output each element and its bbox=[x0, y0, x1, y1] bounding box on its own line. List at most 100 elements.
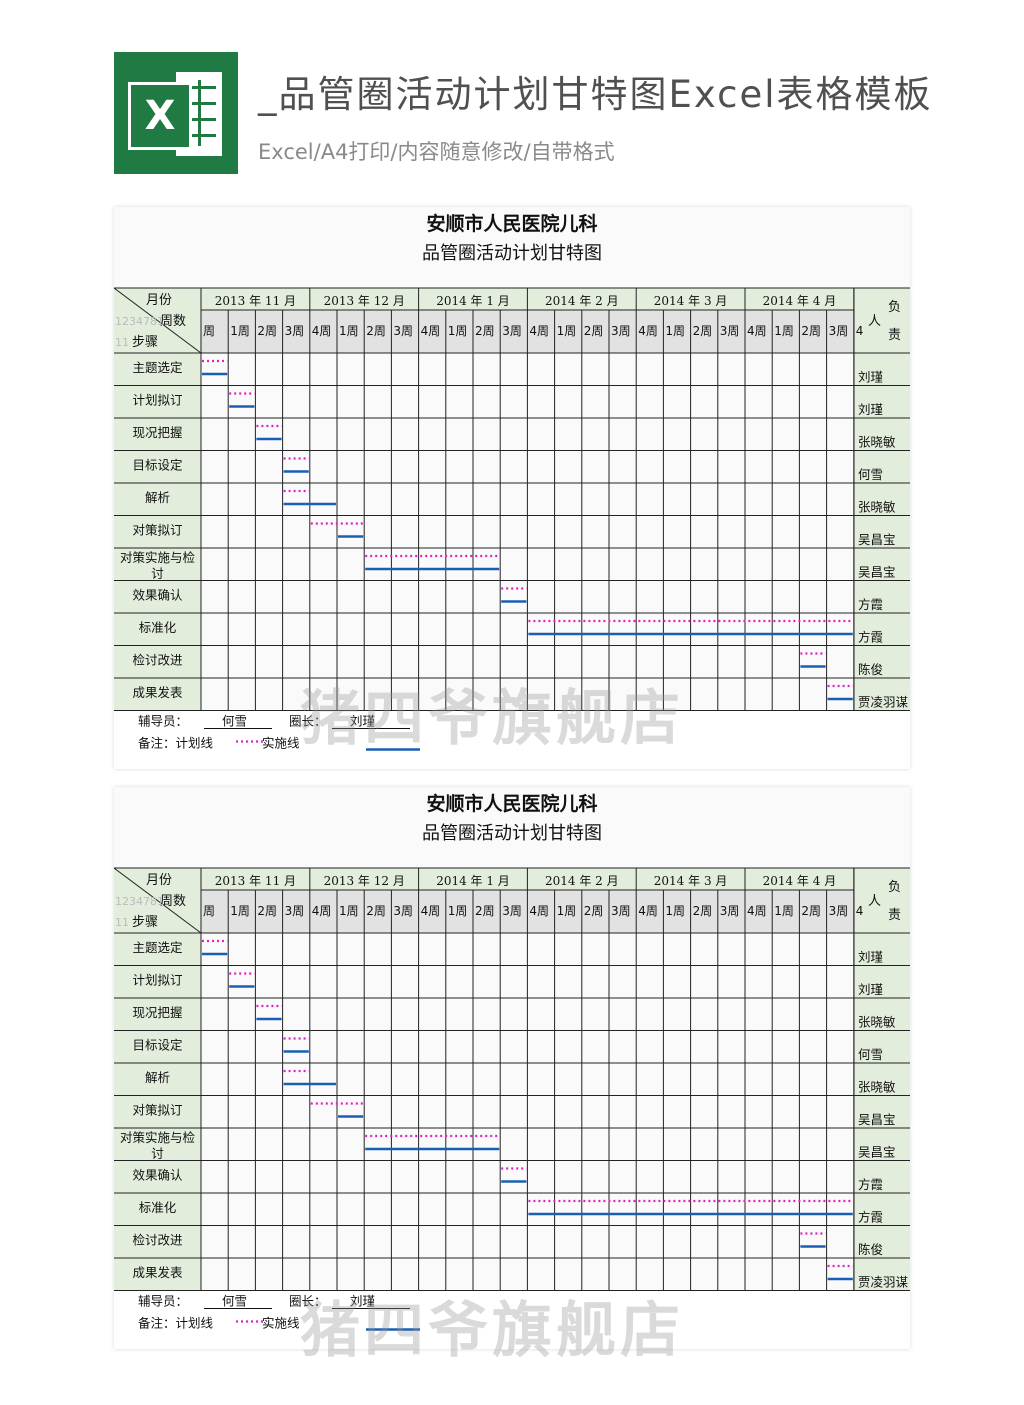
step-name: 主题选定 bbox=[132, 940, 182, 955]
month-label: 2013 年 11 月 bbox=[215, 874, 296, 888]
owner-name: 刘瑾 bbox=[858, 982, 883, 997]
week-label: 1周 bbox=[665, 324, 685, 338]
corner-faint: 11 bbox=[115, 916, 129, 929]
advisor-label: 辅导员： bbox=[138, 714, 188, 729]
page-subtitle: Excel/A4打印/内容随意修改/自带格式 bbox=[258, 140, 615, 164]
step-column-bg bbox=[114, 933, 201, 1291]
month-label: 2014 年 4 月 bbox=[763, 294, 837, 308]
corner-month: 月份 bbox=[146, 873, 172, 888]
week-label: 1周 bbox=[448, 324, 468, 338]
hospital-name: 安顺市人民医院儿科 bbox=[426, 793, 598, 815]
month-label: 2014 年 3 月 bbox=[654, 294, 728, 308]
owner-name: 方霞 bbox=[858, 1177, 883, 1192]
week-label: 1周 bbox=[339, 904, 359, 918]
watermark: 猪四爷旗舰店 bbox=[300, 1296, 684, 1366]
owner-name: 刘瑾 bbox=[858, 950, 883, 965]
step-name: 检讨改进 bbox=[132, 653, 183, 668]
note-label: 备注：计划线 bbox=[138, 1316, 214, 1331]
step-name: 效果确认 bbox=[132, 588, 183, 603]
owner-name: 吴昌宝 bbox=[858, 565, 896, 580]
week-label: 2周 bbox=[366, 904, 386, 918]
step-name: 计划拟订 bbox=[132, 393, 182, 408]
week-label: 3周 bbox=[502, 904, 522, 918]
step-name: 检讨改进 bbox=[132, 1233, 183, 1248]
gantt-sheet-1: 安顺市人民医院儿科 品管圈活动计划甘特图 月份 周数 步骤 1234781 11 2013… bbox=[114, 207, 910, 769]
week-label: 3周 bbox=[502, 324, 522, 338]
week-label: 2周 bbox=[693, 904, 713, 918]
week-label: 2周 bbox=[584, 324, 604, 338]
week-label: 1周 bbox=[230, 324, 250, 338]
month-label: 2014 年 1 月 bbox=[436, 874, 510, 888]
chart-title: 品管圈活动计划甘特图 bbox=[422, 823, 602, 844]
week-label: 1周 bbox=[774, 324, 794, 338]
chart-title: 品管圈活动计划甘特图 bbox=[422, 243, 602, 264]
leader-name: 刘瑾 bbox=[350, 1294, 375, 1309]
owner-name: 陈俊 bbox=[858, 662, 883, 677]
owner-name: 刘瑾 bbox=[858, 402, 883, 417]
month-label: 2014 年 3 月 bbox=[654, 874, 728, 888]
week-label: 4周 bbox=[529, 324, 549, 338]
week-label: 1周 bbox=[230, 904, 250, 918]
page-title: _品管圈活动计划甘特图Excel表格模板 bbox=[258, 73, 933, 116]
owner-name: 方霞 bbox=[858, 1210, 883, 1225]
corner-faint: 11 bbox=[115, 336, 129, 349]
week-label: 1周 bbox=[774, 904, 794, 918]
week-label: 3周 bbox=[393, 904, 413, 918]
step-name: 对策拟订 bbox=[132, 1103, 182, 1118]
advisor-name: 何雪 bbox=[222, 714, 247, 729]
owner-header: 责 bbox=[888, 908, 901, 923]
leader-name: 刘瑾 bbox=[350, 714, 375, 729]
week-label: 2周 bbox=[475, 904, 495, 918]
note-label: 备注：计划线 bbox=[138, 736, 214, 751]
week-label: 3周 bbox=[611, 904, 631, 918]
week-label: 3周 bbox=[285, 324, 305, 338]
step-name: 现况把握 bbox=[132, 1005, 182, 1020]
owner-header: 责 bbox=[888, 328, 901, 343]
corner-week: 周数 bbox=[160, 314, 186, 329]
step-name: 现况把握 bbox=[132, 425, 182, 440]
step-name: 效果确认 bbox=[132, 1168, 183, 1183]
week-label: 2周 bbox=[584, 904, 604, 918]
week-label: 1周 bbox=[557, 904, 577, 918]
week-label: 4周 bbox=[529, 904, 549, 918]
week-label: 3周 bbox=[829, 904, 849, 918]
footer-bg bbox=[114, 1290, 910, 1349]
week-label: 4周 bbox=[312, 904, 332, 918]
corner-faint: 1234781 bbox=[115, 895, 164, 908]
step-name: 解析 bbox=[145, 490, 170, 505]
week-label: 1周 bbox=[448, 904, 468, 918]
owner-name: 贾凌羽谋 bbox=[858, 1275, 909, 1290]
owner-column-bg bbox=[854, 933, 910, 1291]
footer-bg bbox=[114, 710, 910, 769]
step-name: 对策实施与检 bbox=[120, 1130, 196, 1145]
month-label: 2013 年 12 月 bbox=[324, 874, 405, 888]
week-label: 周 bbox=[203, 324, 215, 338]
week-label: 4周 bbox=[638, 324, 658, 338]
owner-name: 何雪 bbox=[858, 1047, 883, 1062]
week-label: 2周 bbox=[475, 324, 495, 338]
corner-week: 周数 bbox=[160, 894, 186, 909]
owner-name: 吴昌宝 bbox=[858, 1145, 896, 1160]
owner-header: 人 bbox=[868, 314, 881, 329]
week-label: 1周 bbox=[665, 904, 685, 918]
step-name: 计划拟订 bbox=[132, 973, 182, 988]
owner-name: 张晓敏 bbox=[858, 1080, 896, 1095]
step-name: 讨 bbox=[151, 1146, 164, 1161]
step-name: 主题选定 bbox=[132, 360, 182, 375]
owner-header: 人 bbox=[868, 894, 881, 909]
week-label: 4周 bbox=[747, 904, 767, 918]
excel-logo-icon: X bbox=[114, 52, 238, 174]
corner-diagonal bbox=[114, 287, 202, 354]
step-name: 对策实施与检 bbox=[120, 550, 196, 565]
month-label: 2014 年 2 月 bbox=[545, 874, 619, 888]
owner-name: 何雪 bbox=[858, 467, 883, 482]
week-label: 2周 bbox=[801, 904, 821, 918]
month-label: 2014 年 1 月 bbox=[436, 294, 510, 308]
owner-name: 方霞 bbox=[858, 630, 883, 645]
week-label: 3周 bbox=[611, 324, 631, 338]
owner-header: 负 bbox=[888, 300, 901, 315]
logo-letter: X bbox=[128, 82, 192, 150]
month-label: 2014 年 4 月 bbox=[763, 874, 837, 888]
week-label: 4周 bbox=[747, 324, 767, 338]
